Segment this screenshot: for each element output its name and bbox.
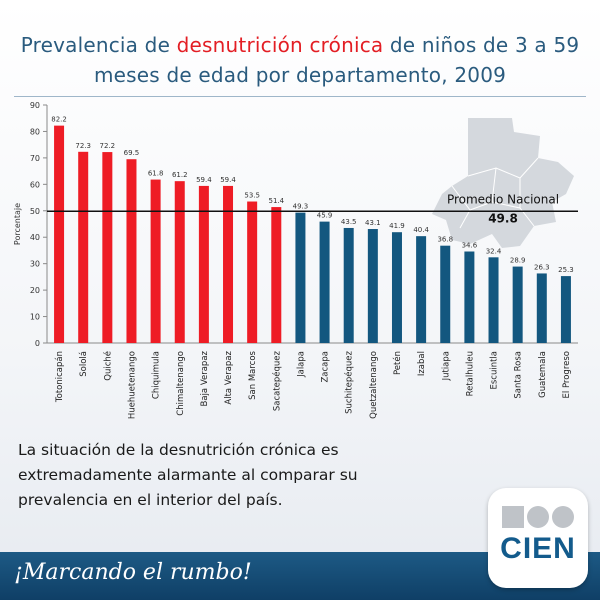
x-tick-label: Quiché [102,351,113,381]
bar-value-label: 53.5 [244,192,260,200]
bar-pet-n [391,232,402,343]
y-tick-label: 90 [30,101,40,110]
bar-guatemala [536,273,547,343]
x-tick-label: Guatemala [538,351,548,398]
x-tick-label: Huehuetenango [127,351,137,419]
caption-text: La situación de la desnutrición crónica … [18,441,358,509]
national-average-label: Promedio Nacional [447,192,559,206]
bar-zacapa [319,221,330,343]
bar-value-label: 59.4 [196,176,212,184]
x-tick-label: Santa Rosa [514,351,524,399]
bar-value-label: 26.3 [534,263,550,271]
bar-el-progreso [560,276,571,343]
bar-suchitep-quez [343,227,354,343]
x-tick-label: Retalhuleu [465,351,475,396]
x-tick-label: Sacatepéquez [271,350,282,411]
bar-value-label: 43.5 [341,218,357,226]
bar-value-label: 36.8 [437,236,453,244]
y-tick-label: 30 [30,260,40,269]
x-tick-label: Baja Verapaz [200,350,210,406]
x-tick-label: Totonicapán [55,351,65,403]
logo-marks-icon [502,506,574,528]
bar-solol- [78,151,89,343]
bar-san-marcos [247,201,258,343]
footer-tagline: ¡Marcando el rumbo! [14,560,252,585]
x-tick-label: Sololá [79,351,89,377]
x-tick-label: Zacapa [321,351,331,383]
x-tick-label: Izabal [417,351,427,376]
x-tick-label: Alta Verapaz [224,350,234,404]
bar-value-label: 49.3 [293,203,309,211]
bar-huehuetenango [126,159,137,343]
y-tick-label: 50 [30,207,40,216]
bar-value-label: 61.8 [148,170,164,178]
logo-text: CIEN [500,532,576,565]
bar-chimaltenango [174,181,185,343]
bar-value-label: 61.2 [172,171,188,179]
bar-value-label: 28.9 [510,257,526,265]
y-tick-label: 60 [30,180,40,189]
bar-baja-verapaz [198,185,209,343]
bar-totonicap-n [54,125,65,343]
bar-value-label: 41.9 [389,222,405,230]
y-tick-label: 70 [30,154,40,163]
bar-value-label: 45.9 [317,212,333,220]
title-highlight: desnutrición crónica [176,33,384,57]
bar-retalhuleu [464,251,475,343]
x-tick-label: Jutiapa [441,351,451,381]
title-line-1: Prevalencia de desnutrición crónica de n… [20,33,580,57]
bar-quich- [102,152,113,343]
bar-alta-verapaz [223,185,234,343]
bar-jutiapa [440,245,451,343]
bar-value-label: 69.5 [124,149,140,157]
bar-value-label: 25.3 [558,266,574,274]
bar-santa-rosa [512,266,523,343]
bar-value-label: 82.2 [51,116,67,124]
bar-chiquimula [150,179,161,343]
x-tick-label: Petén [392,351,403,375]
page-title: Prevalencia de desnutrición crónica de n… [0,30,600,90]
bar-value-label: 34.6 [462,242,478,250]
bar-value-label: 72.3 [75,142,91,150]
y-tick-label: 40 [30,233,40,242]
x-tick-label: Chiquimula [152,351,162,399]
x-tick-label: Quetzaltenango [369,351,379,419]
bar-escuintla [488,257,499,343]
cien-logo: CIEN [488,488,588,588]
bar-value-label: 51.4 [268,197,284,205]
x-tick-label: Escuintla [490,351,500,390]
bar-value-label: 40.4 [413,226,429,234]
bar-value-label: 72.2 [100,142,116,150]
title-divider [14,96,586,97]
guatemala-map-icon [432,118,574,248]
bar-quetzaltenango [367,229,378,343]
bar-izabal [416,236,427,343]
bar-value-label: 32.4 [486,247,502,255]
title-line-2: meses de edad por departamento, 2009 [93,63,507,87]
x-tick-label: Chimaltenango [176,351,186,416]
x-tick-label: Jalapa [296,351,306,378]
x-tick-label: San Marcos [248,350,258,399]
y-tick-label: 0 [35,339,40,348]
x-tick-label: El Progreso [562,351,572,398]
y-tick-label: 10 [30,313,40,322]
y-tick-label: 20 [30,286,40,295]
x-tick-label: Suchitepéquez [344,350,355,413]
bar-chart: 0 10 20 30 40 50 60 70 80 90 Porcentaje 82.2 Totoni… [13,101,578,419]
bar-sacatep-quez [271,207,282,343]
y-tick-label: 80 [30,127,40,136]
bar-value-label: 59.4 [220,176,236,184]
y-axis-title: Porcentaje [13,203,22,245]
bar-jalapa [295,212,306,343]
national-average-value: 49.8 [488,211,518,225]
bar-value-label: 43.1 [365,219,381,227]
